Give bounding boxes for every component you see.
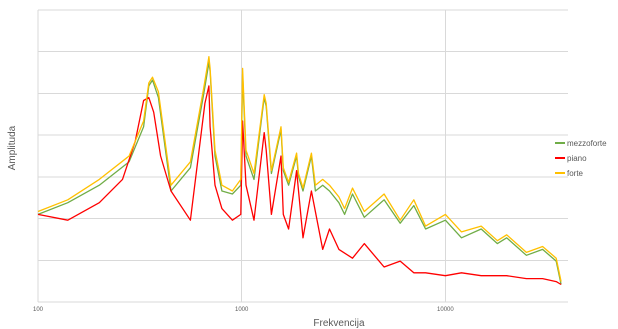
series-layer [37, 56, 562, 286]
x-axis-title: Frekvencija [313, 318, 365, 329]
series-line-mezzoforte [37, 61, 562, 285]
legend-label-forte: forte [567, 169, 584, 178]
tick-layer: 100 1000 10000 [33, 307, 454, 313]
legend: mezzoforte piano forte [555, 139, 607, 178]
y-axis-title: Amplituda [7, 125, 18, 170]
x-tick-label: 1000 [235, 307, 249, 313]
grid-layer [37, 9, 568, 303]
legend-label-piano: piano [567, 154, 587, 163]
series-line-forte [37, 56, 562, 282]
x-tick-label: 100 [33, 307, 44, 313]
series-line-piano [37, 85, 562, 286]
x-tick-label: 10000 [437, 307, 454, 313]
legend-label-mezzoforte: mezzoforte [567, 139, 607, 148]
